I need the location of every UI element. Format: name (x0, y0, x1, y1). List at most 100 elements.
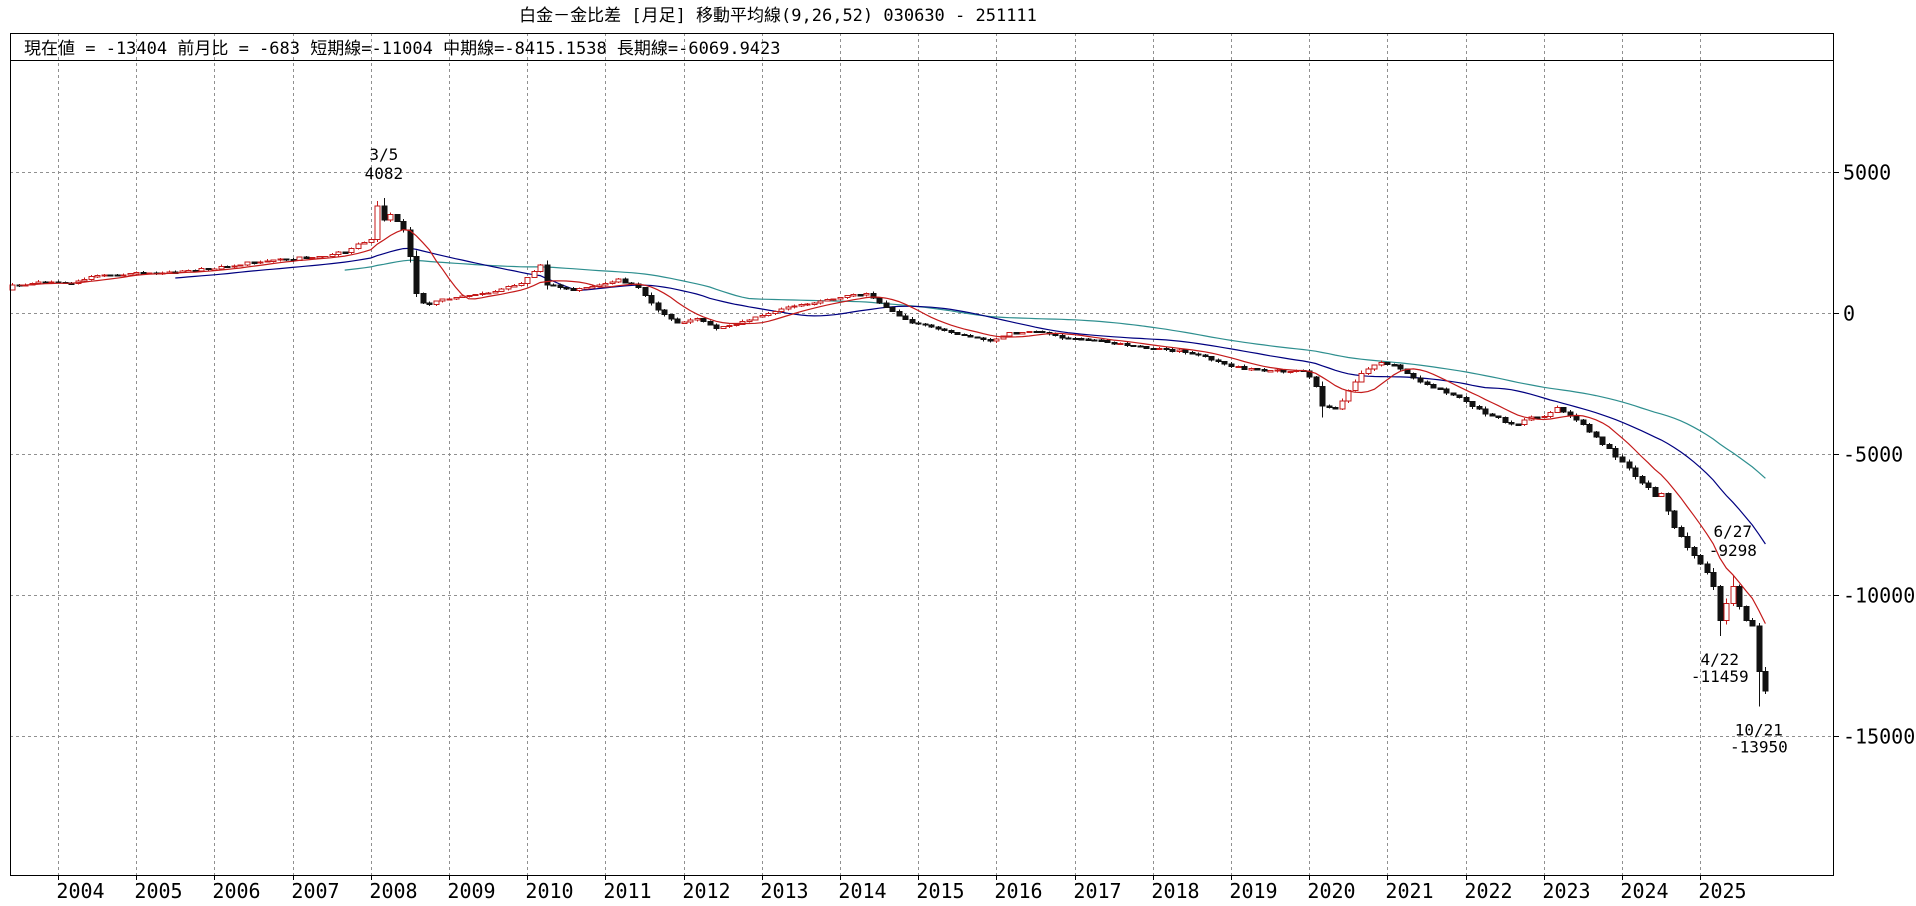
candle-up (361, 242, 368, 245)
candle-down (1072, 337, 1079, 341)
candle-down (1476, 406, 1483, 410)
candle-up (498, 288, 505, 292)
candle-up (759, 314, 766, 318)
chart-frame (10, 33, 1839, 880)
candle-down (140, 272, 147, 275)
candle-down (570, 288, 577, 291)
candle-up (785, 306, 792, 310)
candle-up (772, 311, 779, 314)
candle-down (342, 251, 349, 254)
candle-down (1560, 406, 1567, 413)
candle-up (1287, 370, 1294, 374)
candle-down (1150, 347, 1157, 350)
candle-down (1671, 510, 1678, 528)
candle-up (505, 286, 512, 290)
x-axis-year-label: 2006 (212, 879, 260, 903)
candle-down (1632, 467, 1639, 478)
candle-down (876, 297, 883, 304)
candle-up (439, 298, 446, 302)
candle-up (863, 292, 870, 296)
candle-down (1410, 373, 1417, 379)
candle-down (1482, 408, 1489, 415)
candle-down (1606, 444, 1613, 449)
candle-down (1599, 436, 1606, 446)
candle-up (733, 323, 740, 326)
candle-up (791, 305, 798, 308)
candle-down (381, 205, 388, 221)
x-axis-year-label: 2005 (134, 879, 182, 903)
x-axis-year-label: 2020 (1307, 879, 1355, 903)
candles-group (9, 197, 1769, 707)
candle-up (687, 319, 694, 323)
candle-up (368, 239, 375, 243)
candle-down (1221, 361, 1228, 365)
candle-down (1736, 586, 1743, 607)
candle-up (778, 308, 785, 313)
candle-up (830, 298, 837, 301)
y-axis-value-label: -5000 (1843, 443, 1903, 467)
x-axis-year-label: 2009 (447, 879, 495, 903)
candle-down (1762, 671, 1769, 692)
candle-up (537, 264, 544, 272)
candle-down (1163, 347, 1170, 351)
candle-down (1652, 487, 1659, 497)
candle-down (544, 264, 551, 286)
x-axis-year-label: 2023 (1542, 879, 1590, 903)
candle-down (1052, 333, 1059, 336)
candle-down (954, 332, 961, 335)
candle-down (426, 302, 433, 306)
candle-down (1189, 351, 1196, 355)
annotation-value-label: -9298 (1709, 541, 1757, 560)
candle-down (1645, 482, 1652, 489)
candle-down (674, 318, 681, 324)
candle-up (94, 275, 101, 278)
candle-down (1208, 356, 1215, 361)
y-axis-value-label: 5000 (1843, 161, 1891, 185)
candle-up (765, 312, 772, 316)
info-bar-text: 現在値 = -13404 前月比 = -683 短期線=-11004 中期線=-… (24, 39, 781, 59)
candle-up (218, 265, 225, 270)
x-axis-year-label: 2008 (369, 879, 417, 903)
candle-down (1169, 349, 1176, 353)
candle-up (602, 282, 609, 286)
candle-down (1306, 370, 1313, 378)
candle-up (1723, 602, 1730, 621)
candle-down (1437, 387, 1444, 390)
candle-down (915, 322, 922, 325)
candle-up (335, 251, 342, 256)
candle-down (1391, 364, 1398, 367)
x-axis-year-label: 2019 (1229, 879, 1277, 903)
candle-up (277, 258, 284, 261)
candle-down (1489, 413, 1496, 417)
candle-down (1691, 547, 1698, 557)
x-axis-year-label: 2004 (56, 879, 104, 903)
candle-up (309, 256, 316, 260)
candle-down (1495, 415, 1502, 418)
candle-down (1430, 383, 1437, 389)
candle-down (1085, 338, 1092, 341)
candle-up (1378, 361, 1385, 366)
candle-up (615, 278, 622, 283)
candle-down (1665, 492, 1672, 512)
candle-up (524, 276, 531, 284)
candle-down (1202, 354, 1209, 358)
candle-up (1156, 347, 1163, 351)
candle-down (413, 256, 420, 294)
candle-down (303, 256, 310, 259)
candle-up (694, 318, 701, 321)
candle-up (1352, 381, 1359, 392)
candle-up (472, 293, 479, 297)
x-axis-year-label: 2013 (760, 879, 808, 903)
candle-up (101, 274, 108, 277)
x-axis-year-label: 2007 (291, 879, 339, 903)
x-axis-year-label: 2015 (916, 879, 964, 903)
candle-up (1117, 342, 1124, 346)
candle-down (1443, 388, 1450, 394)
candle-down (1639, 476, 1646, 484)
candle-down (713, 324, 720, 330)
candle-up (348, 248, 355, 253)
chart-title: 白金－金比差 [月足] 移動平均線(9,26,52) 030630 - 2511… (519, 6, 1037, 26)
